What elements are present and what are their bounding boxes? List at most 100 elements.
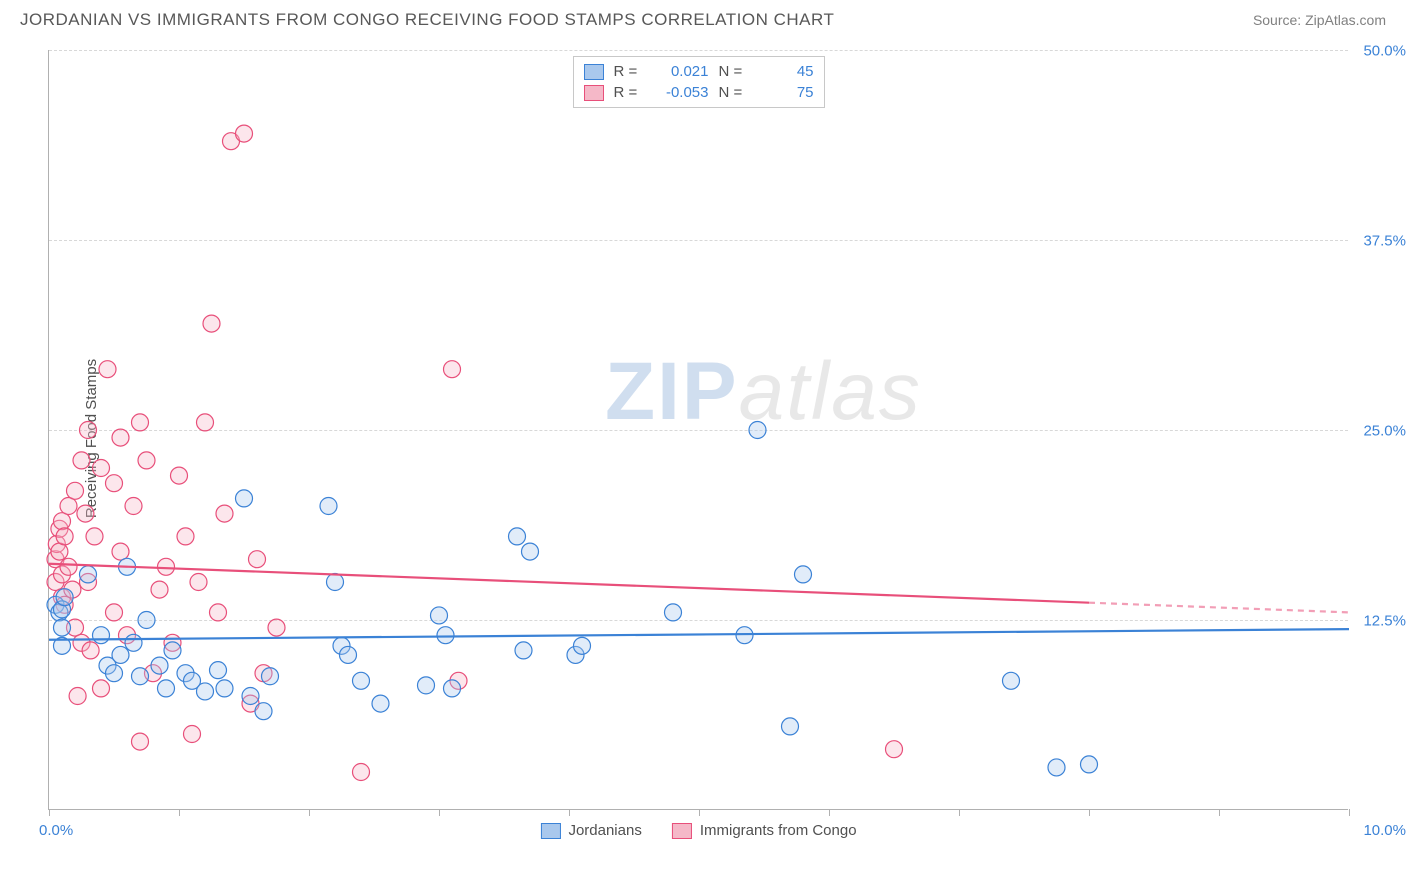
y-tick-label: 25.0% [1352, 423, 1406, 440]
data-point [112, 646, 129, 663]
data-point [54, 619, 71, 636]
data-point [177, 528, 194, 545]
data-point [80, 566, 97, 583]
swatch-congo [584, 85, 604, 101]
swatch-jordanians [584, 64, 604, 80]
data-point [242, 688, 259, 705]
data-point [132, 733, 149, 750]
data-point [125, 634, 142, 651]
data-point [522, 543, 539, 560]
data-point [171, 467, 188, 484]
swatch-congo [672, 823, 692, 839]
data-point [236, 125, 253, 142]
data-point [56, 589, 73, 606]
legend-item: Jordanians [540, 822, 641, 839]
x-tick-first: 0.0% [39, 822, 73, 839]
data-point [1081, 756, 1098, 773]
data-point [197, 414, 214, 431]
data-point [125, 498, 142, 515]
data-point [216, 680, 233, 697]
data-point [574, 637, 591, 654]
data-point [60, 498, 77, 515]
data-point [249, 551, 266, 568]
regression-line-extrapolated [1089, 603, 1349, 613]
data-point [132, 668, 149, 685]
data-point [80, 422, 97, 439]
data-point [210, 662, 227, 679]
data-point [73, 452, 90, 469]
data-point [418, 677, 435, 694]
y-tick-label: 37.5% [1352, 233, 1406, 250]
data-point [353, 764, 370, 781]
data-point [69, 688, 86, 705]
data-point [60, 558, 77, 575]
data-point [106, 475, 123, 492]
data-point [138, 612, 155, 629]
correlation-legend: R = 0.021 N = 45 R = -0.053 N = 75 [573, 56, 825, 108]
data-point [93, 680, 110, 697]
data-point [437, 627, 454, 644]
data-point [1048, 759, 1065, 776]
data-point [210, 604, 227, 621]
data-point [138, 452, 155, 469]
data-point [151, 581, 168, 598]
data-point [51, 543, 68, 560]
data-point [262, 668, 279, 685]
data-point [184, 726, 201, 743]
data-point [431, 607, 448, 624]
data-point [509, 528, 526, 545]
data-point [164, 642, 181, 659]
data-point [353, 672, 370, 689]
legend-row: R = -0.053 N = 75 [584, 82, 814, 103]
data-point [82, 642, 99, 659]
data-point [795, 566, 812, 583]
data-point [132, 414, 149, 431]
legend-item: Immigrants from Congo [672, 822, 857, 839]
chart-plot-area: ZIPatlas 12.5%25.0%37.5%50.0% 0.0% 10.0%… [48, 50, 1348, 810]
data-point [190, 574, 207, 591]
y-tick-label: 12.5% [1352, 613, 1406, 630]
data-point [749, 422, 766, 439]
data-point [112, 429, 129, 446]
data-point [106, 604, 123, 621]
data-point [886, 741, 903, 758]
series-legend: Jordanians Immigrants from Congo [540, 822, 856, 839]
data-point [372, 695, 389, 712]
data-point [216, 505, 233, 522]
source-label: Source: ZipAtlas.com [1253, 12, 1386, 28]
data-point [54, 513, 71, 530]
data-point [236, 490, 253, 507]
data-point [203, 315, 220, 332]
data-point [1003, 672, 1020, 689]
data-point [56, 528, 73, 545]
regression-line [49, 629, 1349, 640]
data-point [665, 604, 682, 621]
data-point [515, 642, 532, 659]
data-point [151, 657, 168, 674]
data-point [99, 361, 116, 378]
data-point [106, 665, 123, 682]
data-point [444, 361, 461, 378]
data-point [268, 619, 285, 636]
data-point [444, 680, 461, 697]
data-point [782, 718, 799, 735]
x-tick-last: 10.0% [1363, 822, 1406, 839]
data-point [93, 627, 110, 644]
legend-row: R = 0.021 N = 45 [584, 61, 814, 82]
y-tick-label: 50.0% [1352, 43, 1406, 60]
data-point [327, 574, 344, 591]
data-point [86, 528, 103, 545]
swatch-jordanians [540, 823, 560, 839]
chart-title: JORDANIAN VS IMMIGRANTS FROM CONGO RECEI… [20, 10, 834, 30]
data-point [197, 683, 214, 700]
data-point [93, 460, 110, 477]
data-point [77, 505, 94, 522]
data-point [112, 543, 129, 560]
data-point [158, 680, 175, 697]
data-point [67, 482, 84, 499]
data-point [255, 703, 272, 720]
data-point [320, 498, 337, 515]
data-point [340, 646, 357, 663]
scatter-svg [49, 50, 1348, 809]
data-point [158, 558, 175, 575]
